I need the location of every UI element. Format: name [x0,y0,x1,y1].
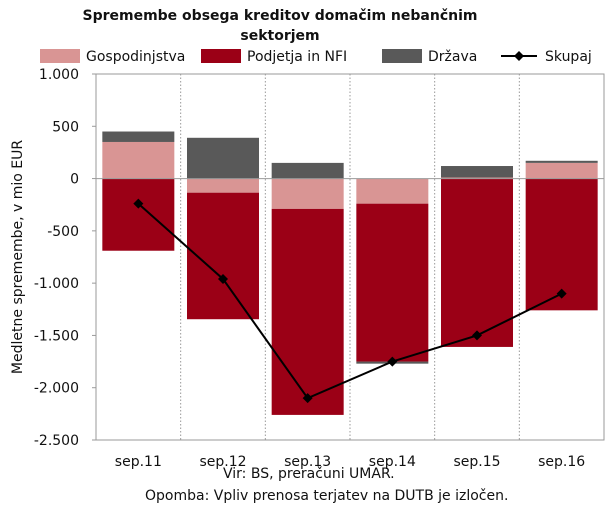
y-tick-label: -500 [47,224,79,240]
legend-label-skupaj: Skupaj [545,49,592,65]
x-tick-label: sep.16 [538,454,585,470]
series-line-skupaj [137,202,563,400]
bar-podjetja-in-nfi-sep16 [525,178,598,311]
point-skupaj [218,273,228,284]
y-tick-label: 500 [52,119,79,135]
point-skupaj [387,356,398,367]
bar-dr-ava-sep16 [525,160,598,163]
point-skupaj [472,330,482,341]
bar-gospodinjstva-sep16 [525,162,598,179]
bar-podjetja-in-nfi-sep11 [102,178,175,251]
bar-dr-ava-sep12 [187,137,259,179]
y-axis-label: Medletne spremembe, v mio EUR [10,140,26,374]
source-note: Vir: BS, preračuni UMAR. [223,466,395,482]
y-tick-label: -1.000 [34,276,79,292]
point-skupaj [302,393,313,404]
y-tick-label: -2.000 [34,381,79,397]
legend-label-dr-ava: Država [428,49,477,65]
x-tick-label: sep.14 [369,454,416,470]
point-skupaj [556,288,567,299]
x-tick-label: sep.11 [115,454,162,470]
bar-gospodinjstva-sep15 [441,177,513,179]
x-tick-label: sep.15 [453,454,500,470]
bar-dr-ava-sep11 [102,131,175,142]
legend-swatch-gospodinjstva [40,49,80,63]
bar-gospodinjstva-sep14 [356,178,429,204]
legend-swatch-dr-ava [382,49,422,63]
bar-podjetja-in-nfi-sep12 [187,192,259,320]
y-tick-label: 1.000 [39,67,79,83]
legend-marker-skupaj [514,51,524,61]
plot-frame [95,73,605,441]
bar-dr-ava-sep15 [441,166,513,178]
legend-label-gospodinjstva: Gospodinjstva [86,49,185,65]
footnote: Opomba: Vpliv prenosa terjatev na DUTB j… [145,488,509,504]
bar-gospodinjstva-sep12 [187,178,259,193]
bar-dr-ava-sep13 [271,162,344,179]
bar-gospodinjstva-sep11 [102,141,175,179]
legend-swatch-podjetja-in-nfi [201,49,241,63]
point-skupaj [133,198,144,209]
legend-label-podjetja-in-nfi: Podjetja in NFI [247,49,347,65]
bar-gospodinjstva-sep13 [271,178,344,209]
chart-title: Spremembe obsega kreditov domačim nebanč… [82,8,478,44]
y-tick-label: 0 [70,172,79,188]
bar-podjetja-in-nfi-sep15 [441,178,513,347]
bar-podjetja-in-nfi-sep14 [356,203,429,362]
y-tick-label: -1.500 [34,328,79,344]
y-tick-label: -2.500 [34,433,79,449]
x-tick-label: sep.13 [284,454,331,470]
bar-podjetja-in-nfi-sep13 [271,208,344,415]
x-tick-label: sep.12 [199,454,246,470]
